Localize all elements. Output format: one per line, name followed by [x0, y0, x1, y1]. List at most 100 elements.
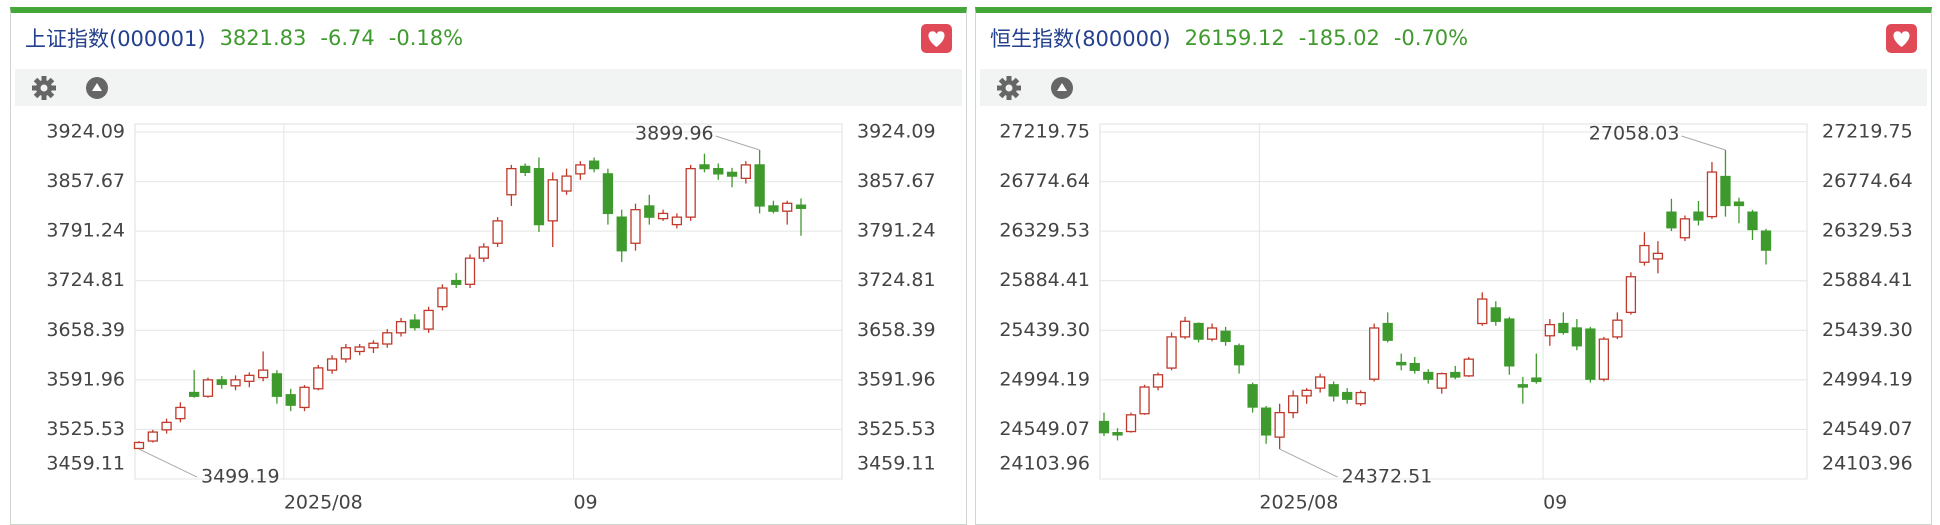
- candle-body: [657, 212, 669, 220]
- y-tick-label-right: 26329.53: [1822, 220, 1913, 242]
- favorite-button[interactable]: [1886, 24, 1917, 53]
- candle-body: [368, 342, 379, 349]
- candle-body: [189, 391, 200, 397]
- candle-body: [1450, 371, 1461, 378]
- x-tick-label: 2025/08: [1259, 492, 1338, 514]
- candle-body: [1206, 327, 1218, 340]
- candle-body: [175, 406, 186, 420]
- candle-body: [616, 216, 627, 252]
- candle-body: [299, 386, 310, 409]
- candle-body: [1612, 319, 1623, 338]
- candle-body: [699, 164, 710, 170]
- candle-body: [1679, 218, 1691, 239]
- low-label: 24372.51: [1342, 466, 1433, 488]
- chart-title: 上证指数(000001): [25, 27, 206, 51]
- candle-body: [1355, 391, 1366, 405]
- quote-price: 26159.12: [1184, 26, 1285, 50]
- candle-body: [313, 367, 324, 390]
- quote-price: 3821.83: [219, 26, 307, 50]
- plot-frame: [134, 123, 843, 480]
- candle-body: [492, 220, 503, 244]
- candle-body: [1558, 322, 1569, 334]
- y-tick-label: 3591.96: [46, 368, 125, 390]
- candle-body: [285, 394, 296, 406]
- x-tick-label: 09: [1543, 492, 1567, 514]
- collapse-button[interactable]: [1051, 77, 1073, 99]
- candle-body: [423, 309, 434, 330]
- y-tick-label-right: 3924.09: [857, 121, 936, 143]
- candle-body: [202, 379, 214, 397]
- candle-body: [685, 167, 696, 218]
- candle-body: [671, 216, 683, 226]
- y-tick-label: 3459.11: [46, 453, 125, 475]
- plot-frame: [1099, 123, 1808, 480]
- chart: 24103.96 24103.96 24549.07 24549.07 24994.19…: [997, 76, 1913, 514]
- y-tick-label-right: 3525.53: [857, 418, 936, 440]
- candle-body: [644, 205, 655, 218]
- candle-body: [1193, 322, 1204, 340]
- candle-body: [230, 379, 241, 387]
- candle-body: [782, 202, 793, 212]
- y-tick-label: 3924.09: [46, 121, 125, 143]
- candle-body: [1396, 361, 1407, 366]
- toolbar: [15, 69, 962, 106]
- candle-body: [1598, 338, 1610, 380]
- quote-change-pct: -0.18%: [388, 26, 464, 50]
- y-tick-label: 24549.07: [999, 418, 1090, 440]
- candle-body: [1477, 298, 1488, 325]
- candle-body: [1517, 384, 1528, 388]
- candle-body: [1152, 374, 1164, 388]
- collapse-button[interactable]: [86, 77, 108, 99]
- candle-body: [1490, 307, 1501, 322]
- y-tick-label: 25439.30: [999, 319, 1090, 341]
- settings-button[interactable]: [997, 76, 1021, 100]
- candle-body: [1112, 432, 1123, 436]
- candle-body: [1287, 395, 1299, 414]
- candle-body: [1328, 384, 1339, 397]
- y-tick-label-right: 24103.96: [1822, 453, 1913, 475]
- quote-change-pct: -0.70%: [1393, 26, 1469, 50]
- toolbar: [980, 69, 1927, 106]
- y-tick-label-right: 26774.64: [1822, 170, 1913, 192]
- candle-body: [216, 379, 227, 385]
- y-tick-label-right: 3658.39: [857, 319, 936, 341]
- candle-body: [354, 346, 365, 353]
- y-tick-label: 24994.19: [999, 368, 1090, 390]
- candle-body: [768, 205, 779, 212]
- candle-body: [1571, 327, 1583, 347]
- favorite-button[interactable]: [921, 24, 952, 53]
- candle-body: [1463, 358, 1474, 377]
- candle-body: [326, 358, 338, 371]
- candle-body: [161, 421, 172, 431]
- y-tick-label: 27219.75: [999, 121, 1090, 143]
- candle-body: [1504, 318, 1515, 367]
- candle-body: [1125, 414, 1137, 433]
- candle-body: [1733, 201, 1745, 207]
- candle-body: [1585, 328, 1596, 380]
- quote-change: -185.02: [1298, 26, 1380, 50]
- candle-body: [740, 164, 751, 179]
- y-tick-label: 24103.96: [999, 453, 1090, 475]
- candle-body: [506, 167, 517, 196]
- candle-body: [340, 347, 352, 360]
- candle-body: [1544, 323, 1555, 337]
- candle-body: [547, 179, 558, 222]
- candle-body: [1706, 171, 1718, 218]
- quote-change: -6.74: [320, 26, 375, 50]
- candle-body: [1301, 389, 1312, 397]
- candle-body: [533, 167, 545, 226]
- y-tick-label: 3791.24: [46, 220, 125, 242]
- candle-body: [726, 171, 738, 177]
- high-connector: [1681, 135, 1726, 151]
- candle-body: [1274, 411, 1285, 438]
- y-tick-label-right: 3791.24: [857, 220, 936, 242]
- y-tick-label-right: 3591.96: [857, 368, 936, 390]
- settings-button[interactable]: [32, 76, 56, 100]
- candle-body: [1666, 211, 1677, 229]
- candle-body: [133, 441, 145, 450]
- candle-body: [478, 246, 489, 259]
- candle-body: [1693, 211, 1704, 221]
- chart-title: 恒生指数(800000): [990, 27, 1171, 51]
- candle-body: [561, 175, 572, 192]
